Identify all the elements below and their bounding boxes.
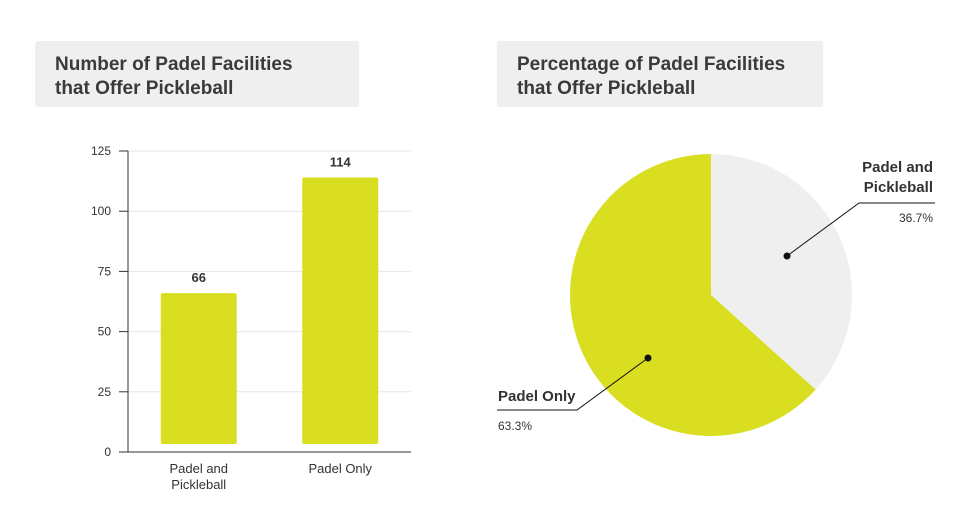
y-tick-label: 25 — [98, 385, 112, 399]
y-tick-label: 75 — [98, 264, 112, 278]
bar-value-label: 114 — [330, 154, 352, 169]
y-tick-label: 50 — [98, 325, 112, 339]
pie-slice — [711, 154, 852, 390]
y-tick-label: 125 — [91, 144, 111, 158]
pie-slice-percent: 63.3% — [498, 419, 532, 433]
bar — [302, 177, 379, 444]
pie-slice — [570, 154, 816, 436]
pie-slice-percent: 36.7% — [899, 211, 933, 225]
bar — [160, 293, 237, 444]
pie-slice-label: Padel Only — [498, 388, 576, 405]
pie-leader-line — [497, 357, 649, 411]
y-tick-label: 0 — [104, 445, 111, 459]
x-category-label: Padel Only — [308, 461, 372, 476]
pie-chart-title-box: Percentage of Padel Facilities that Offe… — [497, 41, 823, 107]
y-tick-label: 100 — [91, 204, 111, 218]
pie-chart-title: Percentage of Padel Facilities that Offe… — [517, 54, 786, 99]
pie-leader-line — [786, 202, 935, 257]
pie-slice-label: Padel and Pickleball — [862, 159, 933, 196]
bar-chart-title-box: Number of Padel Facilities that Offer Pi… — [35, 41, 359, 107]
bar-value-label: 66 — [192, 270, 206, 285]
x-category-label: Padel and Pickleball — [169, 461, 228, 492]
bar-chart-title: Number of Padel Facilities that Offer Pi… — [55, 54, 293, 99]
